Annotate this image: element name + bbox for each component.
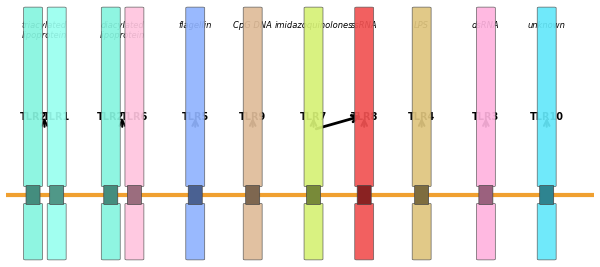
FancyBboxPatch shape xyxy=(127,186,142,205)
FancyBboxPatch shape xyxy=(412,203,431,260)
FancyBboxPatch shape xyxy=(537,7,556,187)
Text: diacylated
lipoprotein: diacylated lipoprotein xyxy=(100,21,145,40)
FancyBboxPatch shape xyxy=(125,7,144,187)
Text: TLR2: TLR2 xyxy=(97,112,124,122)
FancyBboxPatch shape xyxy=(476,7,496,187)
Text: TLR1: TLR1 xyxy=(43,112,70,122)
FancyBboxPatch shape xyxy=(186,7,205,187)
FancyBboxPatch shape xyxy=(125,203,144,260)
Text: imidazoquinolones: imidazoquinolones xyxy=(274,21,353,30)
FancyBboxPatch shape xyxy=(47,203,66,260)
FancyBboxPatch shape xyxy=(539,186,554,205)
Text: TLR8: TLR8 xyxy=(350,112,378,122)
Text: TLR9: TLR9 xyxy=(239,112,266,122)
FancyBboxPatch shape xyxy=(304,7,323,187)
FancyBboxPatch shape xyxy=(537,203,556,260)
Text: TLR5: TLR5 xyxy=(182,112,209,122)
Text: LPS: LPS xyxy=(414,21,429,30)
Text: TLR10: TLR10 xyxy=(530,112,563,122)
FancyBboxPatch shape xyxy=(243,203,262,260)
FancyBboxPatch shape xyxy=(26,186,40,205)
FancyBboxPatch shape xyxy=(186,203,205,260)
FancyBboxPatch shape xyxy=(23,203,43,260)
FancyBboxPatch shape xyxy=(476,203,496,260)
FancyBboxPatch shape xyxy=(188,186,202,205)
Text: CpG DNA: CpG DNA xyxy=(233,21,272,30)
Text: ssRNA: ssRNA xyxy=(351,21,377,30)
Text: TLR4: TLR4 xyxy=(408,112,435,122)
FancyBboxPatch shape xyxy=(47,7,66,187)
FancyBboxPatch shape xyxy=(415,186,428,205)
Text: TLR3: TLR3 xyxy=(472,112,499,122)
FancyBboxPatch shape xyxy=(479,186,493,205)
Text: triacylated
lipoprotein: triacylated lipoprotein xyxy=(22,21,67,40)
Text: dsRNA: dsRNA xyxy=(472,21,500,30)
Text: unknown: unknown xyxy=(528,21,566,30)
FancyBboxPatch shape xyxy=(412,7,431,187)
FancyBboxPatch shape xyxy=(50,186,64,205)
FancyBboxPatch shape xyxy=(357,186,371,205)
FancyBboxPatch shape xyxy=(101,203,120,260)
FancyBboxPatch shape xyxy=(243,7,262,187)
FancyBboxPatch shape xyxy=(355,7,374,187)
FancyBboxPatch shape xyxy=(245,186,260,205)
FancyBboxPatch shape xyxy=(23,7,43,187)
FancyBboxPatch shape xyxy=(355,203,374,260)
FancyBboxPatch shape xyxy=(104,186,118,205)
Text: TLR2: TLR2 xyxy=(19,112,47,122)
FancyBboxPatch shape xyxy=(307,186,320,205)
FancyBboxPatch shape xyxy=(304,203,323,260)
Text: TLR7: TLR7 xyxy=(300,112,327,122)
Text: flagellin: flagellin xyxy=(179,21,212,30)
FancyBboxPatch shape xyxy=(101,7,120,187)
Text: TLR6: TLR6 xyxy=(121,112,148,122)
